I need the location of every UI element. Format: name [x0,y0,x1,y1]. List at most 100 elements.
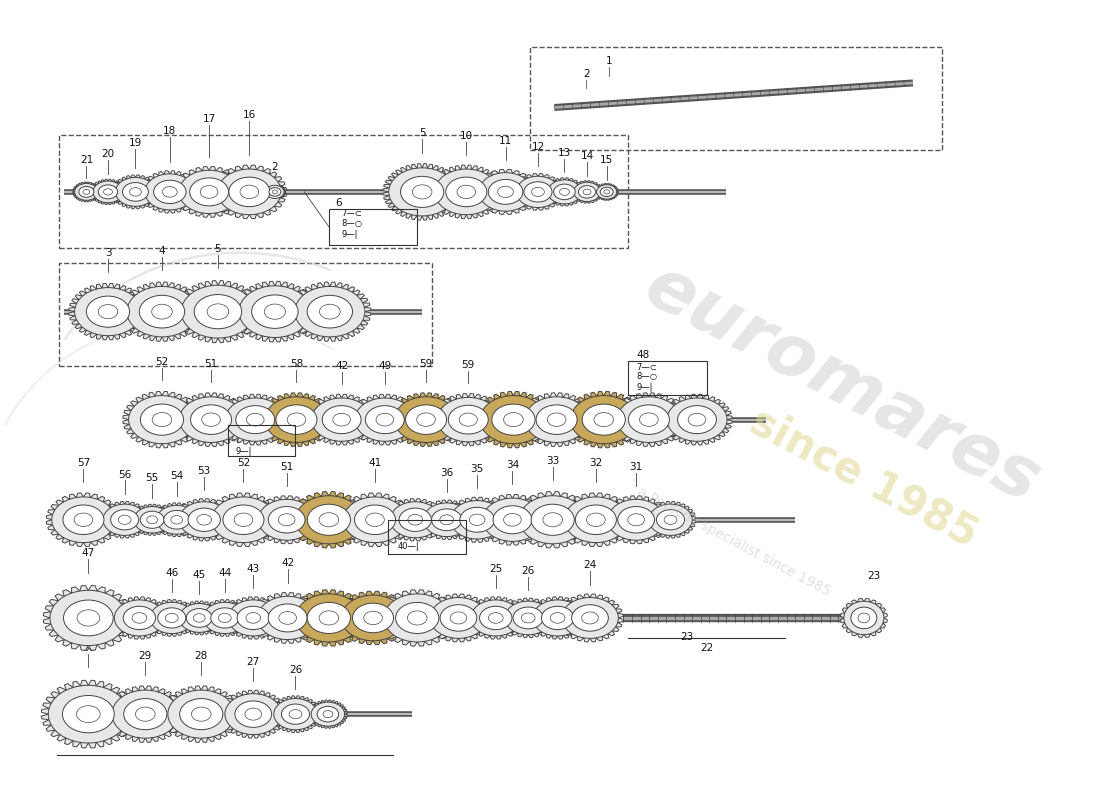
Ellipse shape [343,497,407,542]
Ellipse shape [77,610,100,626]
Ellipse shape [103,189,112,195]
Text: 53: 53 [198,466,211,475]
Ellipse shape [582,404,625,435]
Polygon shape [69,283,147,340]
Polygon shape [500,598,556,638]
Ellipse shape [130,188,142,196]
Ellipse shape [307,602,351,634]
Ellipse shape [268,604,307,632]
Text: 2: 2 [583,69,590,79]
Polygon shape [253,496,320,544]
Ellipse shape [296,594,362,642]
Ellipse shape [307,295,352,328]
Ellipse shape [617,397,681,442]
Ellipse shape [75,288,142,336]
Ellipse shape [459,413,477,426]
Polygon shape [306,394,377,445]
Polygon shape [429,165,504,218]
Ellipse shape [667,398,727,442]
Ellipse shape [434,169,498,214]
Polygon shape [383,164,461,220]
Ellipse shape [194,614,206,622]
Polygon shape [513,174,563,210]
Ellipse shape [531,187,544,197]
Ellipse shape [98,185,118,199]
Polygon shape [466,597,525,639]
Ellipse shape [449,406,488,434]
Ellipse shape [364,611,383,625]
Ellipse shape [156,506,197,534]
Polygon shape [514,491,592,548]
Polygon shape [289,590,368,646]
Ellipse shape [116,178,155,206]
Polygon shape [270,696,321,733]
Polygon shape [308,700,348,728]
Ellipse shape [52,497,116,542]
Polygon shape [174,393,249,446]
Ellipse shape [163,186,177,197]
Ellipse shape [516,176,560,207]
Ellipse shape [82,190,90,194]
Ellipse shape [64,600,113,636]
Ellipse shape [456,185,475,198]
Polygon shape [162,686,241,742]
Text: 8—○: 8—○ [235,436,256,445]
Ellipse shape [276,405,317,434]
Text: 41: 41 [368,458,382,468]
Polygon shape [110,597,168,639]
Ellipse shape [311,702,344,726]
Text: 23: 23 [681,632,694,642]
Ellipse shape [657,510,684,530]
Polygon shape [378,590,456,646]
Polygon shape [662,394,733,445]
Bar [530,46,943,150]
Ellipse shape [274,698,317,730]
Ellipse shape [483,498,542,542]
Ellipse shape [412,185,432,199]
Text: 52: 52 [155,357,168,366]
Ellipse shape [388,168,455,216]
Ellipse shape [480,606,512,630]
Ellipse shape [480,396,547,444]
Text: 4: 4 [158,246,165,256]
Ellipse shape [604,190,609,194]
Text: 26: 26 [289,665,302,675]
Ellipse shape [152,413,172,426]
Ellipse shape [553,184,575,200]
Ellipse shape [430,598,487,638]
Ellipse shape [319,513,339,527]
Ellipse shape [272,190,277,194]
Text: 45: 45 [192,570,206,580]
Polygon shape [477,494,548,545]
Text: 37: 37 [396,509,410,519]
Ellipse shape [179,603,219,632]
Text: 55: 55 [145,474,158,483]
Ellipse shape [224,694,282,734]
Polygon shape [252,593,323,643]
Ellipse shape [460,507,494,532]
Text: 51: 51 [205,358,218,369]
Polygon shape [112,175,160,209]
Polygon shape [106,686,185,742]
Ellipse shape [126,286,197,337]
Ellipse shape [354,505,396,534]
Ellipse shape [365,513,384,526]
Polygon shape [557,594,624,642]
Ellipse shape [140,295,185,328]
Ellipse shape [396,602,439,634]
Text: 54: 54 [170,471,184,482]
Ellipse shape [154,180,186,203]
Ellipse shape [129,396,196,444]
Ellipse shape [48,686,129,743]
Ellipse shape [446,177,487,206]
Ellipse shape [582,612,598,624]
Text: 35: 35 [471,464,484,474]
Ellipse shape [341,595,405,641]
Ellipse shape [311,398,372,442]
Text: 57: 57 [77,458,90,468]
Ellipse shape [218,169,282,214]
Ellipse shape [94,181,123,202]
Ellipse shape [211,608,239,628]
Ellipse shape [851,607,877,629]
Ellipse shape [179,698,223,730]
